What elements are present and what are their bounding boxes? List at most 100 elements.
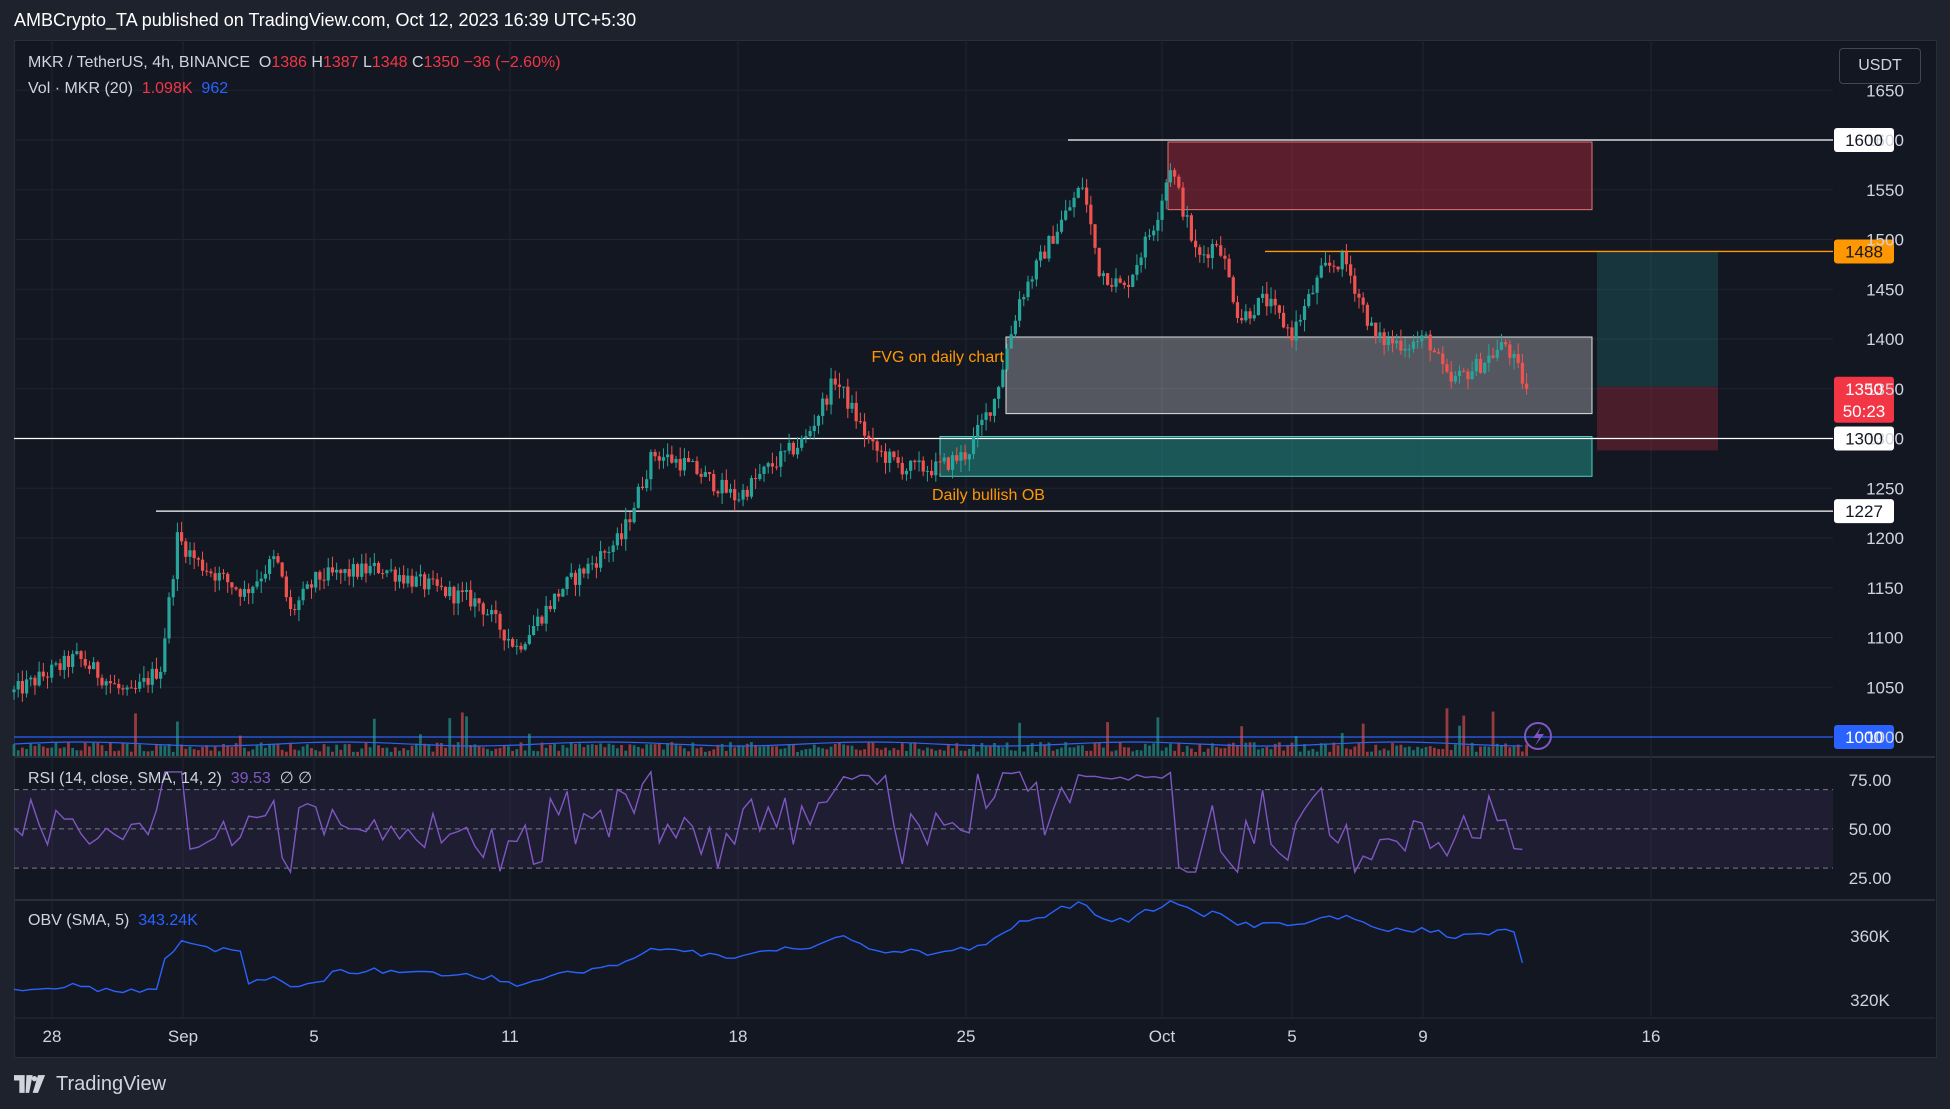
candle-body — [745, 489, 749, 497]
volume-bar — [863, 749, 866, 756]
candle-body — [473, 598, 477, 607]
volume-bar — [456, 742, 460, 756]
candle-body — [1047, 236, 1051, 259]
volume-bar — [1206, 748, 1210, 756]
candle-body — [1520, 362, 1524, 384]
candle-body — [1403, 348, 1407, 351]
price-tick-label: 1600 — [1866, 131, 1904, 150]
price-tick-label: 1100 — [1867, 629, 1904, 648]
currency-button[interactable]: USDT — [1839, 48, 1921, 84]
volume-bar — [1466, 745, 1470, 756]
volume-bar — [1064, 742, 1068, 756]
candle-body — [691, 461, 695, 463]
candle-body — [1110, 284, 1114, 287]
candle-body — [309, 584, 314, 588]
candle-body — [159, 671, 163, 679]
candle-body — [955, 455, 959, 461]
time-tick-label: 9 — [1418, 1027, 1427, 1046]
candle-body — [305, 584, 309, 589]
obv-legend: OBV (SMA, 5) 343.24K — [28, 912, 198, 929]
candle-body — [846, 386, 850, 409]
candle-body — [1390, 337, 1395, 344]
volume-bar — [1030, 743, 1034, 756]
candle-body — [238, 589, 242, 597]
volume-bar — [343, 744, 347, 756]
last-price-badge — [1834, 376, 1894, 423]
candle-body — [888, 451, 892, 463]
volume-bar — [335, 744, 339, 756]
candle-body — [1466, 371, 1470, 380]
volume-bar — [951, 748, 954, 756]
volume-bar — [1265, 746, 1269, 756]
volume-bar — [540, 742, 544, 756]
volume-bar — [724, 750, 728, 756]
candle-body — [1432, 350, 1437, 353]
volume-bar — [159, 745, 163, 756]
volume-bar — [1127, 747, 1130, 756]
volume-bar — [1240, 726, 1244, 756]
volume-bar — [54, 742, 58, 756]
volume-bar — [574, 744, 577, 756]
candle-body — [586, 563, 590, 574]
volume-bar — [473, 744, 477, 756]
candle-body — [1328, 262, 1332, 266]
volume-bar — [1252, 742, 1256, 756]
candle-body — [783, 450, 787, 452]
volume-bar — [1416, 746, 1420, 756]
rsi-line — [13, 769, 1523, 875]
candle-body — [1219, 245, 1223, 256]
volume-bar — [946, 744, 950, 756]
volume-bar — [469, 744, 473, 756]
candle-body — [858, 421, 862, 423]
volume-bar — [729, 742, 732, 756]
candle-body — [1294, 321, 1298, 341]
candle-body — [1005, 348, 1009, 370]
lightning-icon-ring — [1524, 722, 1552, 750]
volume-bar — [1378, 750, 1382, 756]
candle-body — [20, 681, 24, 694]
volume-bar — [1139, 750, 1143, 756]
volume-bars — [12, 708, 1528, 756]
candle-body — [531, 626, 536, 636]
volume-bar — [838, 742, 841, 756]
volume-bar — [1458, 725, 1461, 756]
volume-bar — [955, 743, 959, 756]
candle-body — [272, 556, 276, 560]
volume-legend: Vol · MKR (20) 1.098K 962 — [28, 80, 229, 97]
candle-body — [1143, 236, 1147, 258]
volume-bar — [1277, 742, 1281, 756]
volume-bar — [1453, 744, 1457, 756]
volume-bar — [699, 747, 703, 756]
volume-bar — [381, 747, 385, 756]
footer-brand-label: TradingView — [56, 1072, 167, 1095]
candle-body — [904, 470, 909, 475]
candle-body — [1026, 281, 1030, 298]
candle-body — [1122, 282, 1126, 286]
candle-body — [1424, 334, 1428, 336]
volume-bar — [1403, 747, 1407, 756]
candle-body — [657, 456, 661, 461]
candle-body — [1474, 358, 1478, 372]
grid-lines — [14, 40, 1935, 1019]
volume-bar — [833, 744, 837, 756]
candle-body — [1378, 332, 1382, 338]
volume-bar — [796, 751, 799, 756]
volume-bar — [318, 751, 322, 756]
volume-bar — [670, 742, 674, 756]
volume-bar — [515, 749, 519, 756]
volume-bar — [192, 749, 196, 756]
volume-bar — [398, 750, 401, 756]
candle-body — [921, 460, 925, 472]
candle-body — [435, 579, 439, 586]
rsi-tick-label: 25.00 — [1849, 869, 1892, 888]
volume-ma-line — [13, 741, 1523, 747]
candle-body — [1173, 170, 1177, 177]
candle-body — [758, 473, 762, 480]
price-tick-label: 1200 — [1866, 529, 1904, 548]
open-value: 1386 — [271, 54, 307, 71]
volume-bar — [435, 742, 439, 756]
candle-body — [1214, 244, 1219, 246]
volume-bar — [1169, 743, 1172, 756]
volume-bar — [1223, 748, 1227, 756]
